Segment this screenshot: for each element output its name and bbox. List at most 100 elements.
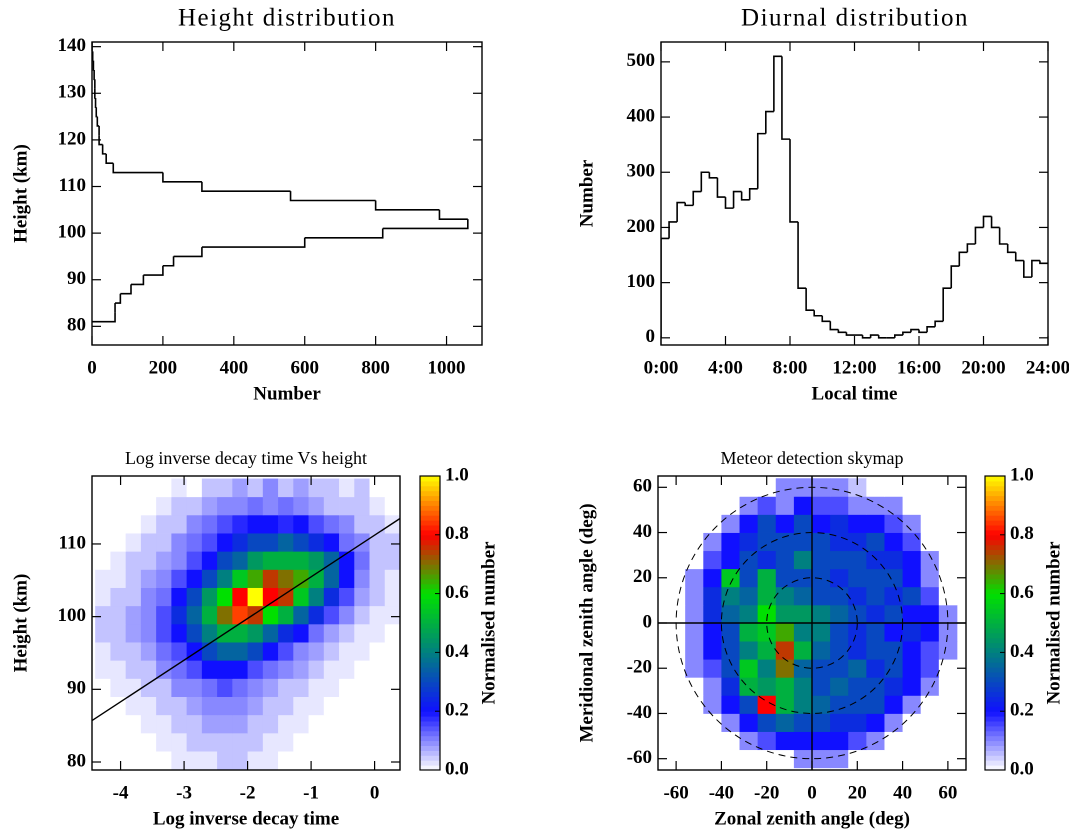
heatmap-cell	[201, 623, 218, 643]
histogram-bin	[797, 221, 807, 289]
histogram-bin	[668, 221, 678, 239]
heatmap-cell	[201, 714, 218, 734]
heatmap-cell	[369, 732, 386, 752]
heatmap-cell	[369, 642, 386, 661]
heatmap-cell	[667, 478, 686, 497]
colorbar-swatch	[985, 667, 1005, 673]
heatmap-cell	[793, 677, 813, 696]
histogram-bin	[92, 60, 95, 71]
heatmap-cell	[793, 550, 813, 570]
heatmap-cell	[775, 659, 795, 678]
heatmap-cell	[667, 749, 686, 769]
heatmap-cell	[125, 587, 142, 607]
heatmap-cell	[685, 532, 704, 552]
heatmap-cell	[812, 659, 831, 678]
heatmap-cell	[866, 586, 885, 606]
heatmap-cell	[793, 713, 813, 732]
plot-area	[658, 476, 966, 770]
heatmap-cell	[125, 678, 142, 697]
heatmap-cell	[323, 587, 340, 607]
y-axis-label: Height (km)	[10, 144, 31, 243]
heatmap-cell	[201, 496, 218, 516]
x-tick-label: -2	[240, 782, 256, 803]
heatmap-cell	[384, 496, 400, 516]
colorbar-swatch	[420, 730, 440, 737]
heatmap-cell	[232, 587, 248, 607]
heatmap-cell	[339, 478, 355, 498]
heatmap-cell	[938, 713, 958, 732]
heatmap-cell	[247, 551, 264, 570]
colorbar-frame	[984, 475, 1006, 771]
heatmap-cell	[685, 550, 704, 570]
histogram-bin	[942, 287, 952, 322]
heatmap-cell	[308, 751, 325, 770]
colorbar-swatch	[420, 588, 440, 595]
heatmap-cell	[938, 623, 958, 642]
heatmap-cell	[308, 696, 325, 716]
heatmap-cell	[339, 569, 355, 588]
heatmap-cell	[339, 714, 355, 734]
heatmap-cell	[140, 587, 157, 607]
heatmap-cell	[247, 751, 264, 770]
heatmap-cell	[217, 642, 233, 661]
histogram-bin	[708, 172, 718, 179]
heatmap-cell	[938, 677, 958, 696]
heatmap-cell	[812, 731, 831, 751]
heatmap-cell	[739, 532, 759, 552]
heatmap-cell	[262, 623, 279, 643]
heatmap-cell	[384, 551, 400, 570]
heatmap-cell	[217, 533, 233, 552]
heatmap-cell	[757, 478, 777, 497]
y-axis-label: Number	[576, 159, 597, 227]
heatmap-cell	[186, 642, 203, 661]
colorbar-swatch	[985, 525, 1005, 531]
x-tick-label: -4	[113, 782, 129, 803]
heatmap-cell	[110, 533, 127, 552]
heatmap-cell	[721, 496, 740, 515]
heatmap-cell	[140, 496, 157, 516]
heatmap-cell	[739, 713, 759, 732]
heatmap-cell	[186, 732, 203, 752]
heatmap-cell	[667, 586, 686, 606]
heatmap-cell	[262, 696, 279, 716]
heatmap-cell	[262, 678, 279, 697]
heatmap-cell	[110, 732, 127, 752]
heatmap-cell	[721, 568, 740, 588]
heatmap-cell	[902, 623, 922, 642]
heatmap-cell	[685, 677, 704, 696]
heatmap-cell	[278, 623, 294, 643]
heatmap-cell	[339, 623, 355, 643]
colorbar-swatch	[985, 520, 1005, 526]
heatmap-cell	[384, 714, 400, 734]
heatmap-cell	[866, 514, 885, 533]
heatmap-cell	[757, 677, 777, 696]
heatmap-cell	[920, 532, 940, 552]
heatmap-cell	[308, 478, 325, 498]
histogram-bin	[926, 325, 936, 333]
heatmap-cell	[323, 678, 340, 697]
heatmap-cell	[920, 604, 940, 624]
heatmap-cell	[793, 623, 813, 642]
heatmap-cell	[323, 696, 340, 716]
x-tick-label: -1	[303, 782, 319, 803]
heatmap-cell	[125, 623, 142, 643]
heatmap-cell	[217, 569, 233, 588]
heatmap-cell	[201, 478, 218, 498]
colorbar-swatch	[420, 480, 440, 487]
heatmap-cell	[186, 714, 203, 734]
heatmap-cell	[140, 533, 157, 552]
heatmap-cell	[247, 678, 264, 697]
heatmap-cell	[667, 532, 686, 552]
heatmap-cell	[757, 586, 777, 606]
heatmap-cell	[262, 551, 279, 570]
heatmap-cell	[721, 695, 740, 714]
heatmap-cell	[793, 659, 813, 678]
y-tick-label: 120	[58, 128, 87, 149]
heatmap-cell	[293, 696, 309, 716]
heatmap-cell	[110, 569, 127, 588]
colorbar-swatch	[420, 740, 440, 746]
heatmap-cell	[140, 678, 157, 697]
heatmap-cell	[140, 623, 157, 643]
heatmap-cell	[201, 732, 218, 752]
heatmap-cell	[703, 659, 722, 678]
